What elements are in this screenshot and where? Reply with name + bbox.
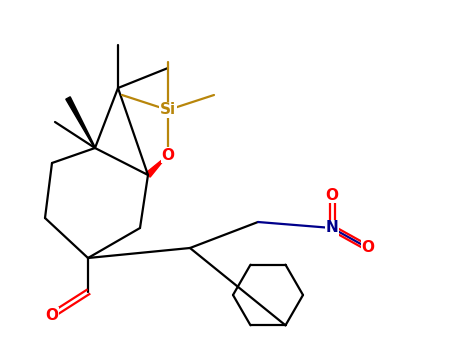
- Text: Si: Si: [160, 103, 176, 118]
- Text: N: N: [326, 220, 339, 236]
- Polygon shape: [146, 155, 168, 177]
- Text: O: O: [46, 308, 59, 322]
- Text: O: O: [325, 188, 339, 203]
- Text: O: O: [362, 240, 374, 256]
- Text: O: O: [162, 147, 175, 162]
- Polygon shape: [66, 97, 96, 148]
